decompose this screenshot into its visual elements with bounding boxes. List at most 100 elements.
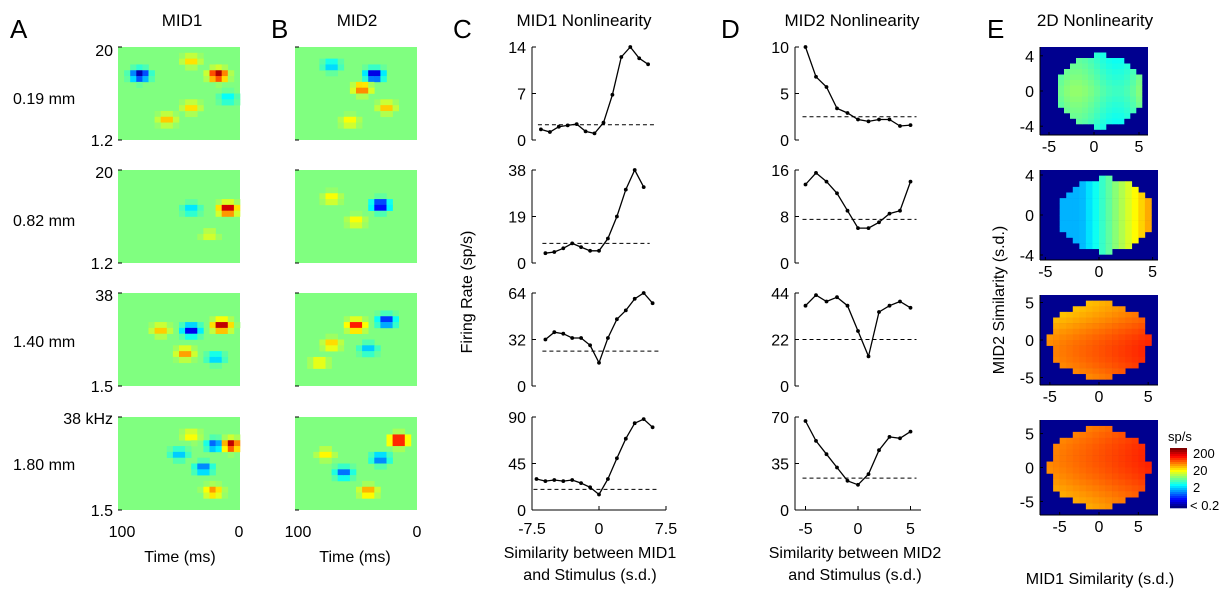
row-depth-2: 0.82 mm [13,213,75,230]
time-axis-label-a: Time (ms) [144,549,215,566]
data-point [570,336,575,340]
title-mid1: MID1 [162,11,203,30]
colorbar-label-2: 2 [1193,480,1200,495]
x-tick-label: -5 [798,521,812,538]
heatmap-2d-e-2: -5 0 5 4 0 -4 [1020,168,1158,281]
nonlinearity-plot-d-3: 0 22 44 [771,286,917,396]
data-point [866,119,871,124]
data-point [908,123,913,127]
y-tick-label: 0 [780,379,789,396]
time-tick-a-left: 100 [109,524,136,541]
x-tick-label: 0 [1095,519,1104,536]
x-tick-label: 7.5 [655,521,677,538]
y-tick-label: 0 [780,503,789,520]
y-tick-label: -5 [1020,371,1034,388]
data-point [632,296,637,301]
x-tick-label: 5 [1144,389,1153,406]
data-point [845,208,850,213]
data-point [597,360,601,365]
x-axis-label-c-line2: and Stimulus (s.d.) [523,567,656,584]
data-point [628,45,633,49]
data-point [803,303,808,308]
y-tick-label: 0 [517,133,526,150]
data-point [887,435,892,439]
data-point [845,478,850,483]
data-point [588,248,592,253]
freq-bottom-tick-1: 1.2 [91,133,113,150]
title-mid2: MID2 [337,11,378,30]
data-point [623,187,628,192]
x-axis-label-c-line1: Similarity between MID1 [504,545,677,562]
data-point [887,117,892,122]
data-point [835,465,839,470]
data-point [814,171,818,175]
time-tick-b-right: 0 [413,524,422,541]
y-tick-label: -5 [1020,494,1034,511]
data-point [606,477,610,481]
panel-letter-e: E [987,14,1004,44]
x-tick-label: -5 [1043,389,1057,406]
data-point [552,330,557,335]
y-axis-label-c: Firing Rate (sp/s) [459,231,476,354]
y-tick-label: 70 [771,410,789,427]
y-tick-label: 0 [517,503,526,520]
data-point [583,129,588,134]
y-tick-label: 0 [517,379,526,396]
data-point [824,85,829,89]
rf-heatmap-b-3 [295,292,417,387]
firing-rate-line [536,418,654,496]
y-tick-label: 90 [508,410,526,427]
data-point [898,208,902,213]
data-point [650,301,655,306]
data-point [814,74,818,79]
freq-bottom-tick-3: 1.5 [91,379,113,396]
data-point [623,308,628,313]
y-axis-label-e: MID2 Similarity (s.d.) [991,226,1008,374]
data-point [619,55,624,59]
freq-top-tick-2: 20 [95,165,113,182]
nonlinearity-plot-c-3: 0 32 64 [508,286,659,396]
data-point [803,419,808,423]
row-depth-4: 1.80 mm [13,457,75,474]
y-tick-label: 8 [780,210,789,227]
firing-rate-line [804,420,911,486]
y-tick-label: 16 [771,163,789,180]
x-tick-label: 5 [1135,139,1144,156]
data-point [561,331,566,336]
data-point [824,299,829,304]
y-tick-label: 5 [780,87,789,104]
data-point [908,305,913,310]
data-point [561,479,566,483]
data-point [824,452,829,457]
x-tick-label: -5 [1038,264,1052,281]
data-point [552,250,557,254]
x-tick-label: -5 [1053,519,1067,536]
freq-top-tick-4: 38 kHz [63,411,113,428]
data-point [552,478,557,482]
y-tick-label: 0 [1025,333,1034,350]
x-tick-label: 0 [595,521,604,538]
time-axis-label-b: Time (ms) [319,549,390,566]
y-tick-label: -4 [1020,248,1034,265]
data-point [845,111,850,115]
data-point [824,179,829,184]
title-mid1-nonlinearity: MID1 Nonlinearity [516,11,652,30]
data-point [877,448,881,453]
y-tick-label: -4 [1020,119,1034,136]
data-point [543,479,548,483]
data-point [632,168,637,172]
data-point [845,303,850,308]
y-tick-label: 0 [780,133,789,150]
nonlinearity-plot-d-4: 0 35 70 -5 0 5 [771,410,921,538]
y-tick-label: 35 [771,457,789,474]
rf-heatmap-b-1 [295,46,417,141]
colorbar-unit: sp/s [1168,429,1192,444]
y-tick-label: 45 [508,457,526,474]
data-point [606,336,610,340]
freq-top-tick-3: 38 [95,288,113,305]
data-point [898,299,902,304]
colorbar-label-200: 200 [1193,446,1215,461]
y-tick-label: 5 [1025,296,1034,313]
panel-letter-b: B [271,14,288,44]
